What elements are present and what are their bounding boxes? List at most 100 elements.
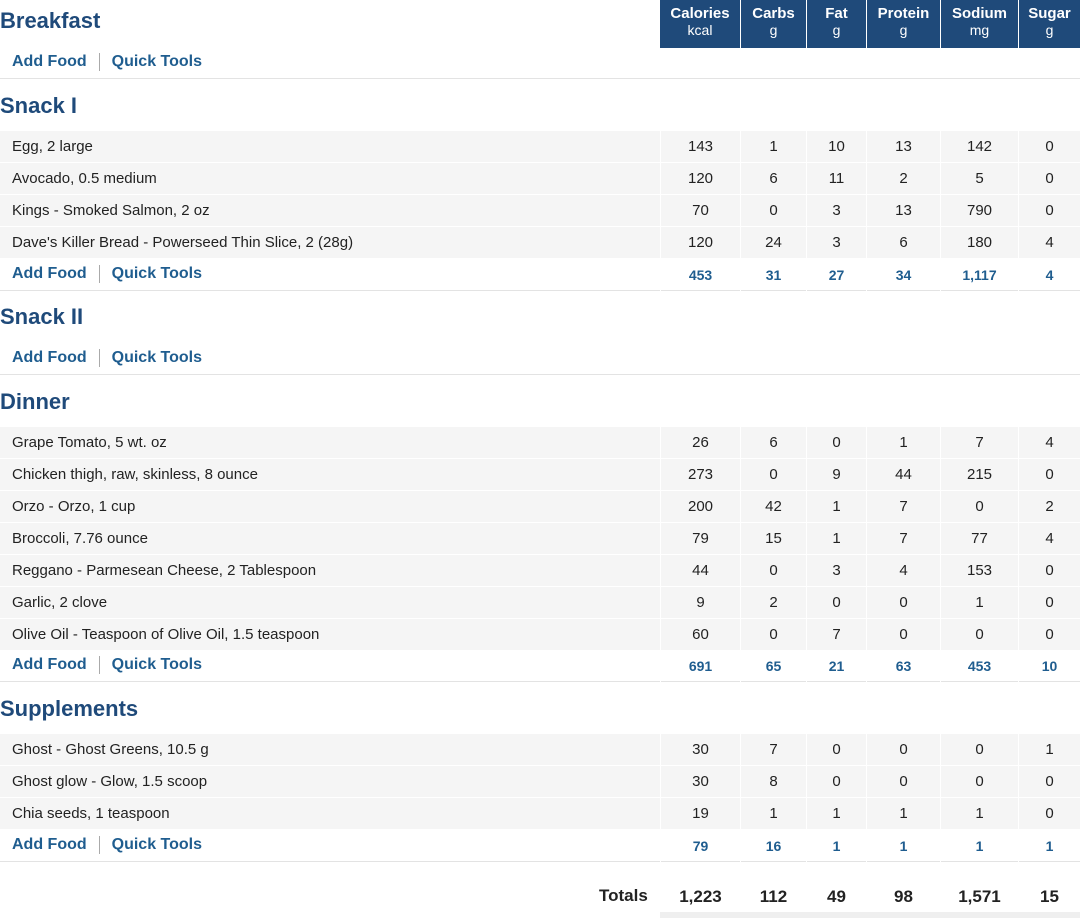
food-row[interactable]: Broccoli, 7.76 ounce 79 15 1 7 77 4 xyxy=(0,523,1080,555)
food-name[interactable]: Grape Tomato, 5 wt. oz xyxy=(12,434,167,451)
food-sugar-value: 0 xyxy=(1018,619,1080,651)
food-name[interactable]: Broccoli, 7.76 ounce xyxy=(12,530,148,547)
column-header-carbs: Carbs g xyxy=(740,0,806,48)
food-sugar-value: 0 xyxy=(1018,798,1080,830)
food-carbs-value: 8 xyxy=(740,766,806,798)
food-row[interactable]: Egg, 2 large 143 1 10 13 142 0 xyxy=(0,131,1080,163)
food-protein-value: 7 xyxy=(866,491,940,523)
food-row[interactable]: Kings - Smoked Salmon, 2 oz 70 0 3 13 790 0 xyxy=(0,195,1080,227)
food-sugar-value: 0 xyxy=(1018,131,1080,163)
quick-tools-link[interactable]: Quick Tools xyxy=(111,265,203,282)
meal-action-links: Add Food Quick Tools xyxy=(12,349,202,367)
food-fat-value: 0 xyxy=(806,734,866,766)
food-sugar-value: 4 xyxy=(1018,523,1080,555)
food-calories-value: 200 xyxy=(660,491,740,523)
food-protein-value: 7 xyxy=(866,523,940,555)
food-carbs-value: 1 xyxy=(740,131,806,163)
food-row[interactable]: Garlic, 2 clove 9 2 0 0 1 0 xyxy=(0,587,1080,619)
food-fat-value: 7 xyxy=(806,619,866,651)
food-carbs-value: 15 xyxy=(740,523,806,555)
food-name[interactable]: Garlic, 2 clove xyxy=(12,594,108,611)
add-food-link[interactable]: Add Food xyxy=(12,656,87,673)
food-row[interactable]: Ghost glow - Glow, 1.5 scoop 30 8 0 0 0 0 xyxy=(0,766,1080,798)
food-name[interactable]: Avocado, 0.5 medium xyxy=(12,170,157,187)
link-divider xyxy=(98,349,100,367)
food-protein-value: 13 xyxy=(866,131,940,163)
food-row[interactable]: Chicken thigh, raw, skinless, 8 ounce 273… xyxy=(0,459,1080,491)
add-food-link[interactable]: Add Food xyxy=(12,53,87,70)
food-fat-value: 0 xyxy=(806,587,866,619)
food-fat-value: 3 xyxy=(806,227,866,259)
food-calories-value: 120 xyxy=(660,163,740,195)
food-protein-value: 1 xyxy=(866,427,940,459)
food-sodium-value: 0 xyxy=(940,491,1018,523)
food-fat-value: 1 xyxy=(806,523,866,555)
quick-tools-link[interactable]: Quick Tools xyxy=(111,53,203,70)
food-calories-value: 70 xyxy=(660,195,740,227)
meal-title: Snack II xyxy=(0,304,84,329)
food-fat-value: 1 xyxy=(806,798,866,830)
meal-total-fat: 1 xyxy=(806,830,866,862)
food-name[interactable]: Chia seeds, 1 teaspoon xyxy=(12,805,170,822)
food-protein-value: 1 xyxy=(866,798,940,830)
food-row[interactable]: Avocado, 0.5 medium 120 6 11 2 5 0 xyxy=(0,163,1080,195)
food-carbs-value: 6 xyxy=(740,427,806,459)
food-name[interactable]: Kings - Smoked Salmon, 2 oz xyxy=(12,202,210,219)
food-fat-value: 11 xyxy=(806,163,866,195)
meal-total-protein: 34 xyxy=(866,259,940,291)
meal-title: Breakfast xyxy=(0,8,101,33)
meal-actions-row: Add Food Quick Tools xyxy=(0,47,1080,79)
meal-total-calories: 453 xyxy=(660,259,740,291)
food-calories-value: 30 xyxy=(660,766,740,798)
column-header-fat: Fat g xyxy=(806,0,866,48)
food-calories-value: 273 xyxy=(660,459,740,491)
meal-total-protein: 1 xyxy=(866,830,940,862)
food-row[interactable]: Ghost - Ghost Greens, 10.5 g 30 7 0 0 0 1 xyxy=(0,734,1080,766)
food-name[interactable]: Ghost - Ghost Greens, 10.5 g xyxy=(12,741,209,758)
add-food-link[interactable]: Add Food xyxy=(12,836,87,853)
link-divider xyxy=(98,265,100,283)
food-row[interactable]: Reggano - Parmesean Cheese, 2 Tablespoon… xyxy=(0,555,1080,587)
food-row[interactable]: Chia seeds, 1 teaspoon 19 1 1 1 1 0 xyxy=(0,798,1080,830)
food-sugar-value: 0 xyxy=(1018,766,1080,798)
food-fat-value: 9 xyxy=(806,459,866,491)
food-name[interactable]: Reggano - Parmesean Cheese, 2 Tablespoon xyxy=(12,562,317,579)
food-row[interactable]: Orzo - Orzo, 1 cup 200 42 1 7 0 2 xyxy=(0,491,1080,523)
quick-tools-link[interactable]: Quick Tools xyxy=(111,836,203,853)
meal-title: Dinner xyxy=(0,389,70,414)
add-food-link[interactable]: Add Food xyxy=(12,265,87,282)
food-sugar-value: 0 xyxy=(1018,195,1080,227)
grand-total-calories: 1,223 xyxy=(660,878,740,916)
quick-tools-link[interactable]: Quick Tools xyxy=(111,349,203,366)
food-sugar-value: 0 xyxy=(1018,587,1080,619)
meal-total-sugar: 10 xyxy=(1018,650,1080,682)
food-row[interactable]: Dave's Killer Bread - Powerseed Thin Sli… xyxy=(0,227,1080,259)
food-fat-value: 3 xyxy=(806,555,866,587)
meal-total-fat: 21 xyxy=(806,650,866,682)
food-sodium-value: 7 xyxy=(940,427,1018,459)
food-carbs-value: 0 xyxy=(740,459,806,491)
meal-total-fat: 27 xyxy=(806,259,866,291)
grand-total-sugar: 15 xyxy=(1018,878,1080,916)
quick-tools-link[interactable]: Quick Tools xyxy=(111,656,203,673)
link-divider xyxy=(98,656,100,674)
food-name[interactable]: Olive Oil - Teaspoon of Olive Oil, 1.5 t… xyxy=(12,626,320,643)
meal-total-carbs: 31 xyxy=(740,259,806,291)
meal-total-carbs: 16 xyxy=(740,830,806,862)
add-food-link[interactable]: Add Food xyxy=(12,349,87,366)
food-sugar-value: 0 xyxy=(1018,163,1080,195)
food-name[interactable]: Orzo - Orzo, 1 cup xyxy=(12,498,136,515)
food-protein-value: 6 xyxy=(866,227,940,259)
food-name[interactable]: Chicken thigh, raw, skinless, 8 ounce xyxy=(12,466,258,483)
food-name[interactable]: Egg, 2 large xyxy=(12,138,93,155)
food-row[interactable]: Grape Tomato, 5 wt. oz 26 6 0 1 7 4 xyxy=(0,427,1080,459)
food-protein-value: 4 xyxy=(866,555,940,587)
food-row[interactable]: Olive Oil - Teaspoon of Olive Oil, 1.5 t… xyxy=(0,619,1080,651)
food-name[interactable]: Dave's Killer Bread - Powerseed Thin Sli… xyxy=(12,234,354,251)
food-carbs-value: 1 xyxy=(740,798,806,830)
food-calories-value: 79 xyxy=(660,523,740,555)
meal-total-sugar: 4 xyxy=(1018,259,1080,291)
food-sodium-value: 0 xyxy=(940,734,1018,766)
food-name[interactable]: Ghost glow - Glow, 1.5 scoop xyxy=(12,773,208,790)
meal-total-carbs: 65 xyxy=(740,650,806,682)
